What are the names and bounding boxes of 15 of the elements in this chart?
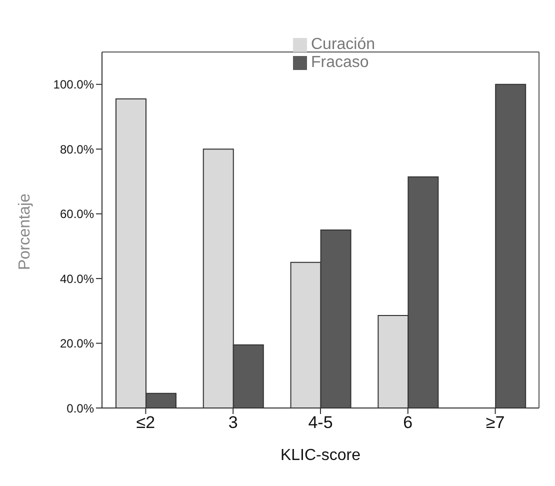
legend-label: Fracaso xyxy=(311,54,369,71)
y-tick-label: 80.0% xyxy=(60,142,94,156)
y-tick-label: 20.0% xyxy=(60,336,94,351)
x-tick-label: 6 xyxy=(403,413,413,432)
x-tick-label: 3 xyxy=(228,413,238,432)
legend-label: Curación xyxy=(311,36,376,53)
x-tick-label: ≤2 xyxy=(136,413,156,432)
y-tick-label: 0.0% xyxy=(66,401,94,416)
y-axis-title: Porcentaje xyxy=(16,193,34,270)
y-tick-label: 40.0% xyxy=(60,272,94,286)
y-tick-label: 100.0% xyxy=(53,78,94,92)
x-tick-label: ≥7 xyxy=(486,413,505,432)
x-axis-title: KLIC-score xyxy=(280,447,361,464)
y-tick-label: 60.0% xyxy=(60,207,94,222)
x-tick-label: 4-5 xyxy=(308,413,333,432)
